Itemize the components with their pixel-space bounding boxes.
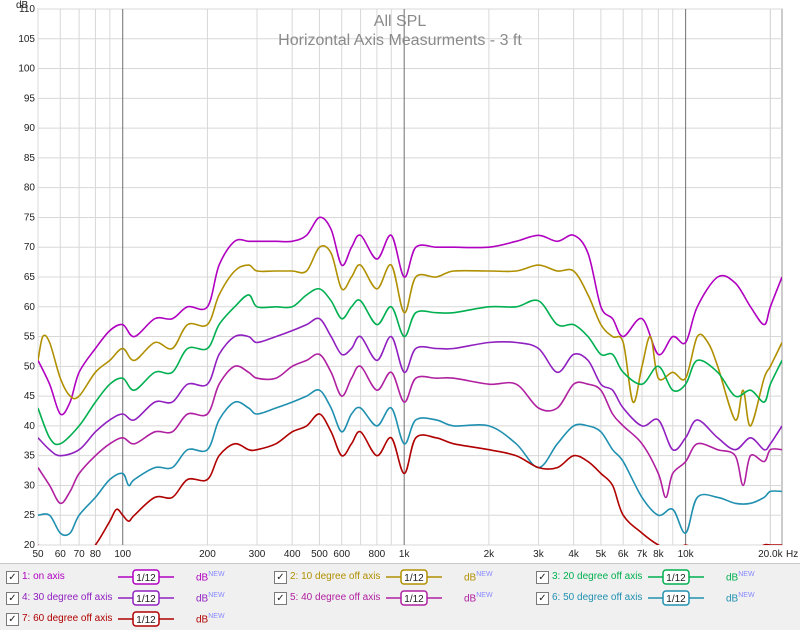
y-tick-label: 30 bbox=[24, 480, 36, 491]
smoothing-swatch[interactable]: 1/12 bbox=[646, 589, 706, 607]
series-line-7 bbox=[38, 413, 782, 545]
x-tick-label: 80 bbox=[90, 549, 102, 560]
y-tick-label: 55 bbox=[24, 332, 36, 343]
y-tick-label: 75 bbox=[24, 212, 36, 223]
y-tick-label: 70 bbox=[24, 242, 36, 253]
smoothing-swatch[interactable]: 1/12 bbox=[116, 589, 176, 607]
legend-label: 6: 50 degree off axis bbox=[552, 592, 643, 603]
x-tick-label: 5k bbox=[596, 549, 608, 560]
legend-db[interactable]: dBNEW bbox=[196, 571, 225, 584]
y-tick-label: 110 bbox=[19, 4, 35, 15]
legend-item-6[interactable]: ✓ 6: 50 degree off axis 1/12 dBNEW bbox=[530, 589, 792, 609]
legend-checkbox[interactable]: ✓ bbox=[274, 571, 287, 584]
x-tick-label: 7k bbox=[637, 549, 649, 560]
y-tick-label: 105 bbox=[18, 34, 35, 45]
chart-title: All SPL bbox=[374, 13, 427, 30]
x-tick-label: 400 bbox=[284, 549, 301, 560]
y-tick-label: 20 bbox=[24, 540, 36, 551]
y-tick-label: 65 bbox=[24, 272, 36, 283]
y-tick-label: 90 bbox=[24, 123, 36, 134]
legend-label: 1: on axis bbox=[22, 571, 65, 582]
legend-db[interactable]: dBNEW bbox=[726, 592, 755, 605]
y-tick-label: 35 bbox=[24, 451, 36, 462]
legend-item-7[interactable]: ✓ 7: 60 degree off axis 1/12 dBNEW bbox=[0, 610, 262, 630]
series-line-4 bbox=[38, 317, 782, 457]
y-axis-ticks: 20 25 30 35 40 45 50 55 60 65 70 75 80 85 90 95 100 105 11… bbox=[18, 4, 35, 551]
series-line-2 bbox=[38, 245, 782, 427]
x-tick-label: 8k bbox=[653, 549, 665, 560]
x-tick-label: 10k bbox=[678, 549, 695, 560]
legend-db[interactable]: dBNEW bbox=[464, 592, 493, 605]
legend-label: 5: 40 degree off axis bbox=[290, 592, 381, 603]
series-line-3 bbox=[38, 287, 782, 446]
svg-text:1/12: 1/12 bbox=[666, 573, 686, 584]
legend-label: 7: 60 degree off axis bbox=[22, 613, 113, 624]
legend-label: 3: 20 degree off axis bbox=[552, 571, 643, 582]
svg-text:1/12: 1/12 bbox=[136, 615, 156, 626]
chart-subtitle: Horizontal Axis Measurments - 3 ft bbox=[278, 32, 522, 49]
x-axis-ticks: 50 60 70 80 100 200 300 400 500 600 800 1k 2k 3k 4k 5k 6… bbox=[32, 549, 783, 560]
legend-checkbox[interactable]: ✓ bbox=[6, 613, 19, 626]
svg-text:1/12: 1/12 bbox=[136, 573, 156, 584]
legend-item-1[interactable]: ✓ 1: on axis 1/12 dBNEW bbox=[0, 568, 262, 588]
legend-item-2[interactable]: ✓ 2: 10 degree off axis 1/12 dBNEW bbox=[268, 568, 530, 588]
x-tick-label: 300 bbox=[249, 549, 266, 560]
legend-item-5[interactable]: ✓ 5: 40 degree off axis 1/12 dBNEW bbox=[268, 589, 530, 609]
y-tick-label: 50 bbox=[24, 361, 36, 372]
x-tick-label: 600 bbox=[333, 549, 350, 560]
legend-panel: ✓ 1: on axis 1/12 dBNEW ✓ 2: 10 degree off ax… bbox=[0, 563, 800, 630]
legend-label: 4: 30 degree off axis bbox=[22, 592, 113, 603]
x-tick-label: 70 bbox=[74, 549, 86, 560]
y-tick-label: 60 bbox=[24, 302, 36, 313]
smoothing-swatch[interactable]: 1/12 bbox=[384, 589, 444, 607]
y-tick-label: 25 bbox=[24, 510, 36, 521]
legend-db[interactable]: dBNEW bbox=[726, 571, 755, 584]
y-tick-label: 85 bbox=[24, 153, 36, 164]
legend-item-3[interactable]: ✓ 3: 20 degree off axis 1/12 dBNEW bbox=[530, 568, 792, 588]
x-axis-unit: Hz bbox=[786, 549, 798, 560]
series-line-1 bbox=[38, 216, 782, 416]
y-tick-label: 100 bbox=[18, 64, 35, 75]
x-tick-label: 4k bbox=[568, 549, 580, 560]
legend-checkbox[interactable]: ✓ bbox=[6, 571, 19, 584]
legend-db[interactable]: dBNEW bbox=[196, 613, 225, 626]
x-tick-label: 200 bbox=[199, 549, 216, 560]
x-tick-label: 50 bbox=[32, 549, 44, 560]
x-tick-label: 500 bbox=[311, 549, 328, 560]
svg-text:1/12: 1/12 bbox=[666, 594, 686, 605]
x-tick-label: 60 bbox=[55, 549, 67, 560]
y-tick-label: 95 bbox=[24, 93, 36, 104]
svg-text:1/12: 1/12 bbox=[136, 594, 156, 605]
svg-text:1/12: 1/12 bbox=[404, 594, 424, 605]
legend-checkbox[interactable]: ✓ bbox=[536, 571, 549, 584]
svg-text:1/12: 1/12 bbox=[404, 573, 424, 584]
x-tick-label: 3k bbox=[533, 549, 545, 560]
legend-db[interactable]: dBNEW bbox=[196, 592, 225, 605]
x-tick-label: 6k bbox=[618, 549, 630, 560]
series-line-6 bbox=[38, 389, 782, 537]
y-tick-label: 40 bbox=[24, 421, 36, 432]
series-line-5 bbox=[38, 353, 782, 505]
x-tick-label: 100 bbox=[114, 549, 131, 560]
smoothing-swatch[interactable]: 1/12 bbox=[116, 568, 176, 586]
y-tick-label: 45 bbox=[24, 391, 36, 402]
smoothing-swatch[interactable]: 1/12 bbox=[646, 568, 706, 586]
legend-checkbox[interactable]: ✓ bbox=[274, 592, 287, 605]
smoothing-swatch[interactable]: 1/12 bbox=[384, 568, 444, 586]
legend-db[interactable]: dBNEW bbox=[464, 571, 493, 584]
legend-checkbox[interactable]: ✓ bbox=[6, 592, 19, 605]
legend-label: 2: 10 degree off axis bbox=[290, 571, 381, 582]
y-axis-label: dB bbox=[16, 0, 29, 11]
x-tick-label: 1k bbox=[399, 549, 411, 560]
series-group bbox=[38, 216, 782, 545]
legend-item-4[interactable]: ✓ 4: 30 degree off axis 1/12 dBNEW bbox=[0, 589, 262, 609]
legend-checkbox[interactable]: ✓ bbox=[536, 592, 549, 605]
x-tick-label: 20.0k bbox=[758, 549, 783, 560]
spl-chart: 20 25 30 35 40 45 50 55 60 65 70 75 80 85 90 95 100 105 11… bbox=[16, 0, 798, 560]
y-tick-label: 80 bbox=[24, 183, 36, 194]
x-tick-label: 800 bbox=[369, 549, 386, 560]
smoothing-swatch[interactable]: 1/12 bbox=[116, 610, 176, 628]
x-tick-label: 2k bbox=[484, 549, 496, 560]
